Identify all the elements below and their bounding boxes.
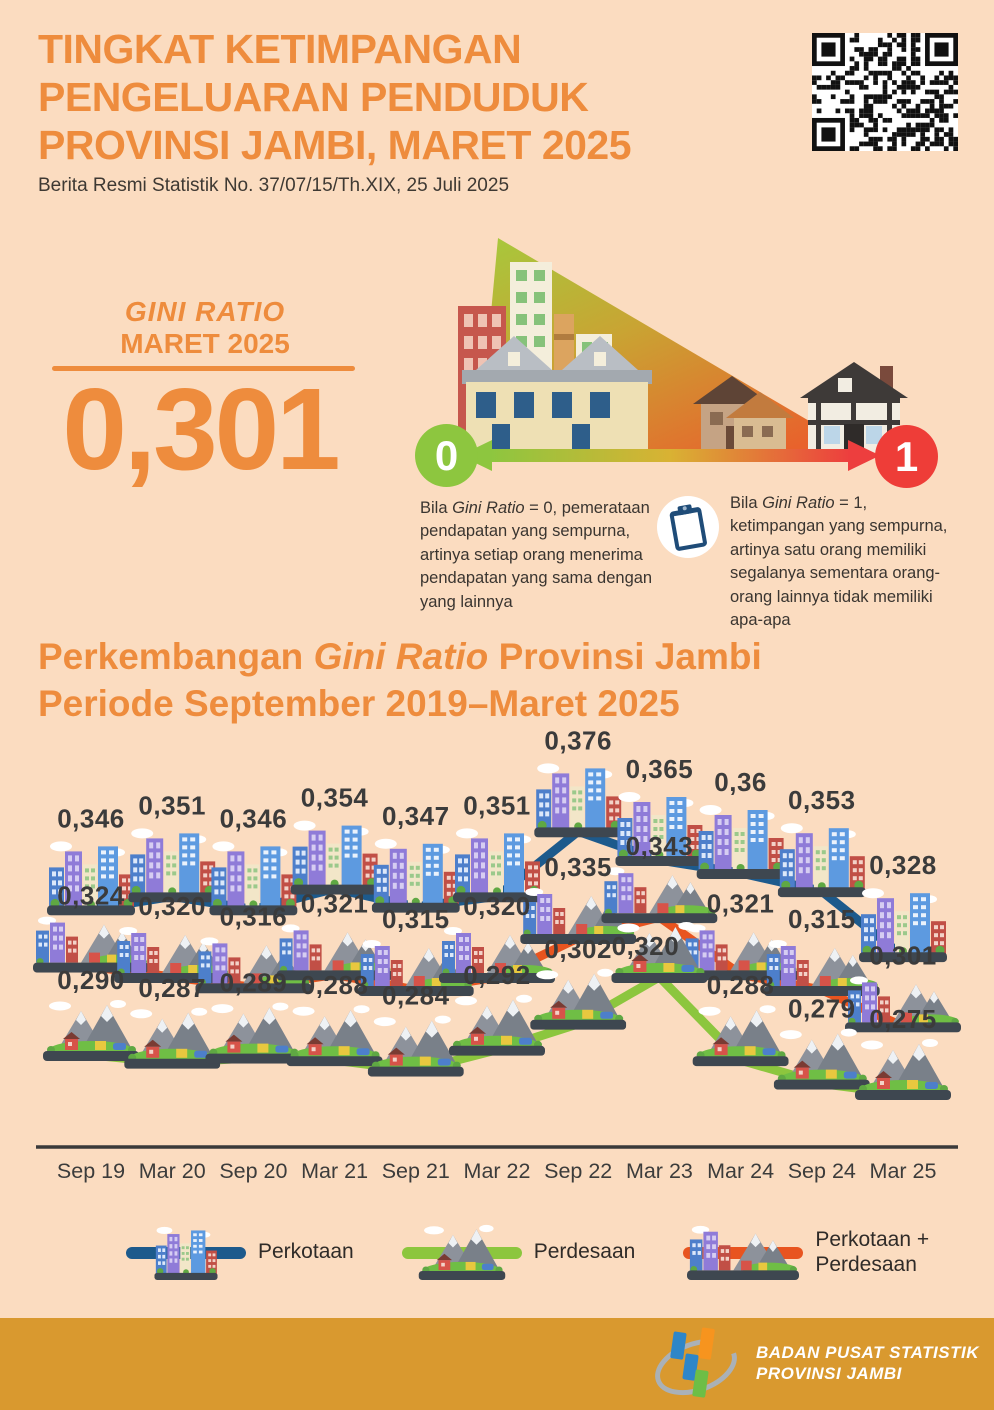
title-line-2: PENGELUARAN PENDUDUK bbox=[38, 73, 589, 120]
village-marker-icon bbox=[855, 1039, 951, 1100]
data-label: 0,292 bbox=[463, 960, 531, 990]
data-label: 0,289 bbox=[220, 968, 288, 998]
x-tick-label: Sep 22 bbox=[544, 1159, 612, 1183]
legend-label: Perkotaan bbox=[258, 1240, 354, 1264]
data-label: 0,320 bbox=[463, 891, 531, 921]
data-label: 0,351 bbox=[138, 790, 206, 820]
village-marker-icon bbox=[692, 1005, 789, 1067]
release-subtitle: Berita Resmi Statistik No. 37/07/15/Th.X… bbox=[38, 175, 510, 196]
qr-code-icon bbox=[812, 33, 958, 151]
x-tick-label: Mar 20 bbox=[139, 1159, 206, 1183]
gini-ratio-value: 0,301 bbox=[62, 364, 340, 494]
gini-ratio-heading: GINI RATIO MARET 2025 bbox=[55, 296, 355, 360]
x-tick-label: Mar 24 bbox=[707, 1159, 774, 1183]
city-marker-icon bbox=[534, 763, 623, 838]
data-label: 0,320 bbox=[138, 891, 206, 921]
data-label: 0,290 bbox=[57, 965, 125, 995]
gini-period: MARET 2025 bbox=[120, 328, 290, 360]
data-label: 0,284 bbox=[382, 981, 450, 1011]
x-tick-label: Mar 21 bbox=[301, 1159, 368, 1183]
data-label: 0,321 bbox=[301, 888, 369, 918]
scale-arrow bbox=[460, 440, 880, 471]
data-label: 0,354 bbox=[301, 783, 369, 813]
x-tick-label: Sep 24 bbox=[788, 1159, 856, 1183]
data-label: 0,320 bbox=[612, 931, 680, 961]
x-tick-label: Mar 23 bbox=[626, 1159, 693, 1183]
data-label: 0,302 bbox=[544, 934, 612, 964]
data-label: 0,315 bbox=[788, 904, 856, 934]
data-label: 0,335 bbox=[544, 852, 612, 882]
data-label: 0,343 bbox=[626, 831, 694, 861]
city-marker-icon bbox=[696, 805, 785, 879]
title-line-3: PROVINSI JAMBI, MARET 2025 bbox=[38, 121, 632, 168]
data-label: 0,315 bbox=[382, 904, 450, 934]
legend-item: Perkotaan bbox=[126, 1220, 354, 1284]
chart-section-title: Perkembangan Gini Ratio Provinsi Jambi P… bbox=[38, 636, 762, 725]
data-label: 0,316 bbox=[220, 901, 288, 931]
village-marker-icon bbox=[43, 1000, 139, 1061]
x-tick-label: Mar 22 bbox=[464, 1159, 531, 1183]
data-label: 0,351 bbox=[463, 790, 531, 820]
city-marker-icon bbox=[290, 820, 379, 895]
data-label: 0,321 bbox=[707, 888, 775, 918]
legend-city-icon bbox=[126, 1226, 246, 1280]
data-label: 0,275 bbox=[869, 1004, 937, 1034]
x-tick-label: Sep 20 bbox=[219, 1159, 287, 1183]
x-tick-label: Sep 19 bbox=[57, 1159, 125, 1183]
data-label: 0,301 bbox=[869, 940, 937, 970]
data-label: 0,36 bbox=[714, 767, 767, 797]
x-tick-label: Sep 21 bbox=[382, 1159, 450, 1183]
gini-label: GINI RATIO bbox=[124, 296, 286, 327]
data-label: 0,324 bbox=[57, 881, 125, 911]
city-buildings-icon bbox=[458, 262, 652, 454]
data-label: 0,287 bbox=[138, 973, 206, 1003]
data-label: 0,346 bbox=[57, 803, 125, 833]
village-marker-icon bbox=[205, 1002, 302, 1064]
clipboard-badge bbox=[657, 496, 719, 558]
divider bbox=[52, 366, 355, 371]
data-label: 0,365 bbox=[626, 754, 694, 784]
village-marker-icon bbox=[286, 1005, 383, 1067]
title-line-1: TINGKAT KETIMPANGAN bbox=[38, 26, 522, 72]
data-label: 0,353 bbox=[788, 785, 856, 815]
data-label: 0,288 bbox=[301, 970, 369, 1000]
inequality-scale-illustration bbox=[458, 238, 908, 471]
clipboard-icon bbox=[669, 504, 707, 551]
data-label: 0,279 bbox=[788, 994, 856, 1024]
legend-label: Perkotaan + Perdesaan bbox=[815, 1227, 930, 1276]
explain-gini-one: Bila Gini Ratio = 1, ketimpangan yang se… bbox=[730, 494, 948, 630]
legend-label: Perdesaan bbox=[533, 1240, 636, 1264]
footer: BADAN PUSAT STATISTIK PROVINSI JAMBI bbox=[0, 1318, 994, 1410]
data-label: 0,347 bbox=[382, 801, 450, 831]
scale-zero-badge: 0 bbox=[415, 424, 478, 487]
legend-item: Perkotaan + Perdesaan bbox=[683, 1220, 929, 1284]
legend-village-icon bbox=[401, 1224, 522, 1280]
bps-logo-icon bbox=[655, 1327, 737, 1398]
scale-one-badge: 1 bbox=[875, 425, 938, 488]
page-title: TINGKAT KETIMPANGAN PENGELUARAN PENDUDUK… bbox=[38, 26, 758, 170]
data-label: 0,288 bbox=[707, 970, 775, 1000]
data-label: 0,328 bbox=[869, 850, 937, 880]
gini-ratio-line-chart: Sep 19 Mar 20 Sep 20 Mar 21 Sep 21 Mar 22 Sep … bbox=[33, 725, 961, 1183]
legend-item: Perdesaan bbox=[401, 1220, 636, 1284]
explain-gini-zero: Bila Gini Ratio = 0, pemerataan pendapat… bbox=[420, 499, 653, 611]
data-label: 0,346 bbox=[220, 803, 288, 833]
x-tick-label: Mar 25 bbox=[870, 1159, 937, 1183]
chart-legend: Perkotaan Perdesaan Perkotaan + Perdesaan bbox=[0, 1216, 994, 1288]
city-marker-icon bbox=[371, 838, 460, 913]
legend-mixed-icon bbox=[683, 1225, 804, 1280]
city-marker-icon bbox=[777, 823, 866, 898]
footer-org-name: BADAN PUSAT STATISTIK PROVINSI JAMBI bbox=[756, 1343, 979, 1384]
village-marker-icon bbox=[367, 1015, 464, 1077]
data-label: 0,376 bbox=[544, 725, 612, 755]
